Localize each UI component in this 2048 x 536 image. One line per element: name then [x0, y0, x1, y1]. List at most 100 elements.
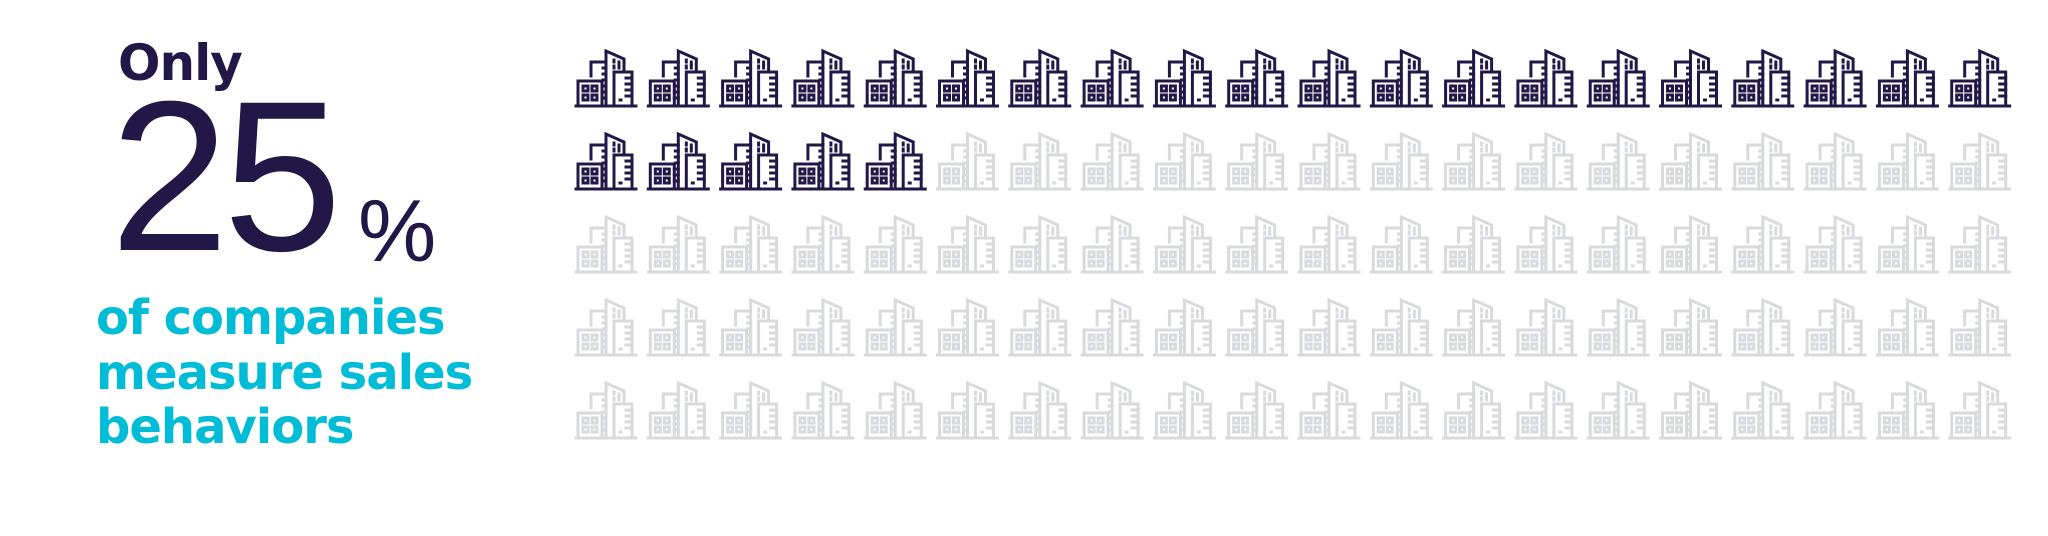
building-icon-empty [1442, 132, 1506, 191]
building-icon-filled [1514, 49, 1578, 108]
building-icon-empty [1008, 215, 1072, 274]
building-icon-empty [936, 298, 999, 357]
building-icon-empty [1442, 381, 1506, 440]
building-icon-empty [1225, 298, 1289, 357]
building-icon-empty [863, 381, 927, 440]
building-icon-empty [1152, 132, 1216, 191]
building-icon-filled [1080, 49, 1144, 108]
building-icon-filled [1948, 49, 2012, 108]
building-icon-empty [1152, 381, 1216, 440]
building-icon-empty [1369, 132, 1433, 191]
building-icon-empty [646, 298, 710, 357]
building-icon-empty [1948, 381, 2012, 440]
building-icon-empty [1803, 215, 1867, 274]
building-icon-filled [1297, 49, 1361, 108]
building-icon-empty [1442, 298, 1506, 357]
building-icon-empty [719, 381, 783, 440]
building-icon-filled [574, 132, 638, 191]
building-icon-empty [1586, 298, 1650, 357]
building-icon-filled [936, 49, 999, 108]
building-icon-filled [791, 49, 855, 108]
building-icon-filled [1152, 49, 1216, 108]
building-icon-filled [719, 49, 783, 108]
building-icon-filled [1659, 49, 1722, 108]
building-icon-filled [646, 132, 710, 191]
building-icon-empty [1586, 381, 1650, 440]
building-icon-empty [1659, 132, 1722, 191]
building-icon-empty [1948, 298, 2012, 357]
building-icon-empty [1514, 298, 1578, 357]
building-icon-filled [791, 132, 855, 191]
building-icon-filled [1586, 49, 1650, 108]
caption-line-2: measure sales [96, 345, 473, 401]
building-icon-filled [719, 132, 783, 191]
building-icon-empty [574, 215, 638, 274]
building-icon-empty [1875, 132, 1939, 191]
building-icon-empty [1659, 298, 1722, 357]
building-icon-empty [1008, 298, 1072, 357]
building-icon-filled [1225, 49, 1289, 108]
building-icon-empty [1080, 298, 1144, 357]
building-icon-empty [1442, 215, 1506, 274]
building-icon-empty [1152, 215, 1216, 274]
building-icon-filled [863, 132, 927, 191]
building-icon-empty [1731, 298, 1795, 357]
building-icon-empty [1297, 215, 1361, 274]
building-icon-empty [863, 298, 927, 357]
building-icon-empty [1080, 132, 1144, 191]
building-icon-empty [646, 381, 710, 440]
building-icon-empty [1369, 215, 1433, 274]
building-icon-empty [1369, 298, 1433, 357]
building-icon-empty [1731, 381, 1795, 440]
building-icon-empty [1080, 381, 1144, 440]
building-icon-empty [1152, 298, 1216, 357]
building-icon-empty [1297, 298, 1361, 357]
building-icon-empty [1514, 132, 1578, 191]
headline-prefix: Only [118, 34, 243, 92]
building-icon-empty [646, 215, 710, 274]
building-icon-empty [1514, 381, 1578, 440]
building-icon-empty [791, 298, 855, 357]
building-icon-empty [1369, 381, 1433, 440]
building-icon-empty [1659, 381, 1722, 440]
building-icon-empty [719, 298, 783, 357]
building-icon-filled [1875, 49, 1939, 108]
building-icon-empty [1803, 381, 1867, 440]
building-icon-empty [1803, 132, 1867, 191]
building-icon-empty [574, 298, 638, 357]
building-icon-empty [1948, 132, 2012, 191]
building-icon-empty [1586, 215, 1650, 274]
building-icon-empty [1731, 132, 1795, 191]
building-icon-empty [936, 132, 999, 191]
headline-unit: % [358, 181, 437, 280]
building-icon-empty [1225, 215, 1289, 274]
building-icon-empty [1875, 298, 1939, 357]
building-icon-empty [1008, 381, 1072, 440]
building-icon-empty [1514, 215, 1578, 274]
building-icon-empty [1948, 215, 2012, 274]
building-icon-empty [574, 381, 638, 440]
building-icon-filled [646, 49, 710, 108]
building-icon-empty [1875, 381, 1939, 440]
building-icon-empty [791, 215, 855, 274]
building-icon-empty [1659, 215, 1722, 274]
building-icon-empty [1586, 132, 1650, 191]
building-icon-empty [1297, 381, 1361, 440]
building-icon-empty [719, 215, 783, 274]
building-icon-filled [1731, 49, 1795, 108]
building-icon-empty [1297, 132, 1361, 191]
building-icon-empty [1803, 298, 1867, 357]
building-icon-empty [936, 215, 999, 274]
building-icon-filled [1008, 49, 1072, 108]
building-icon-empty [1080, 215, 1144, 274]
building-icon-empty [1731, 215, 1795, 274]
building-icon-empty [936, 381, 999, 440]
caption-line-3: behaviors [96, 399, 354, 455]
building-icon-empty [1225, 132, 1289, 191]
building-icon-filled [574, 49, 638, 108]
caption-line-1: of companies [96, 290, 446, 346]
building-icon-filled [1803, 49, 1867, 108]
building-icon-empty [1225, 381, 1289, 440]
building-icon-empty [1875, 215, 1939, 274]
